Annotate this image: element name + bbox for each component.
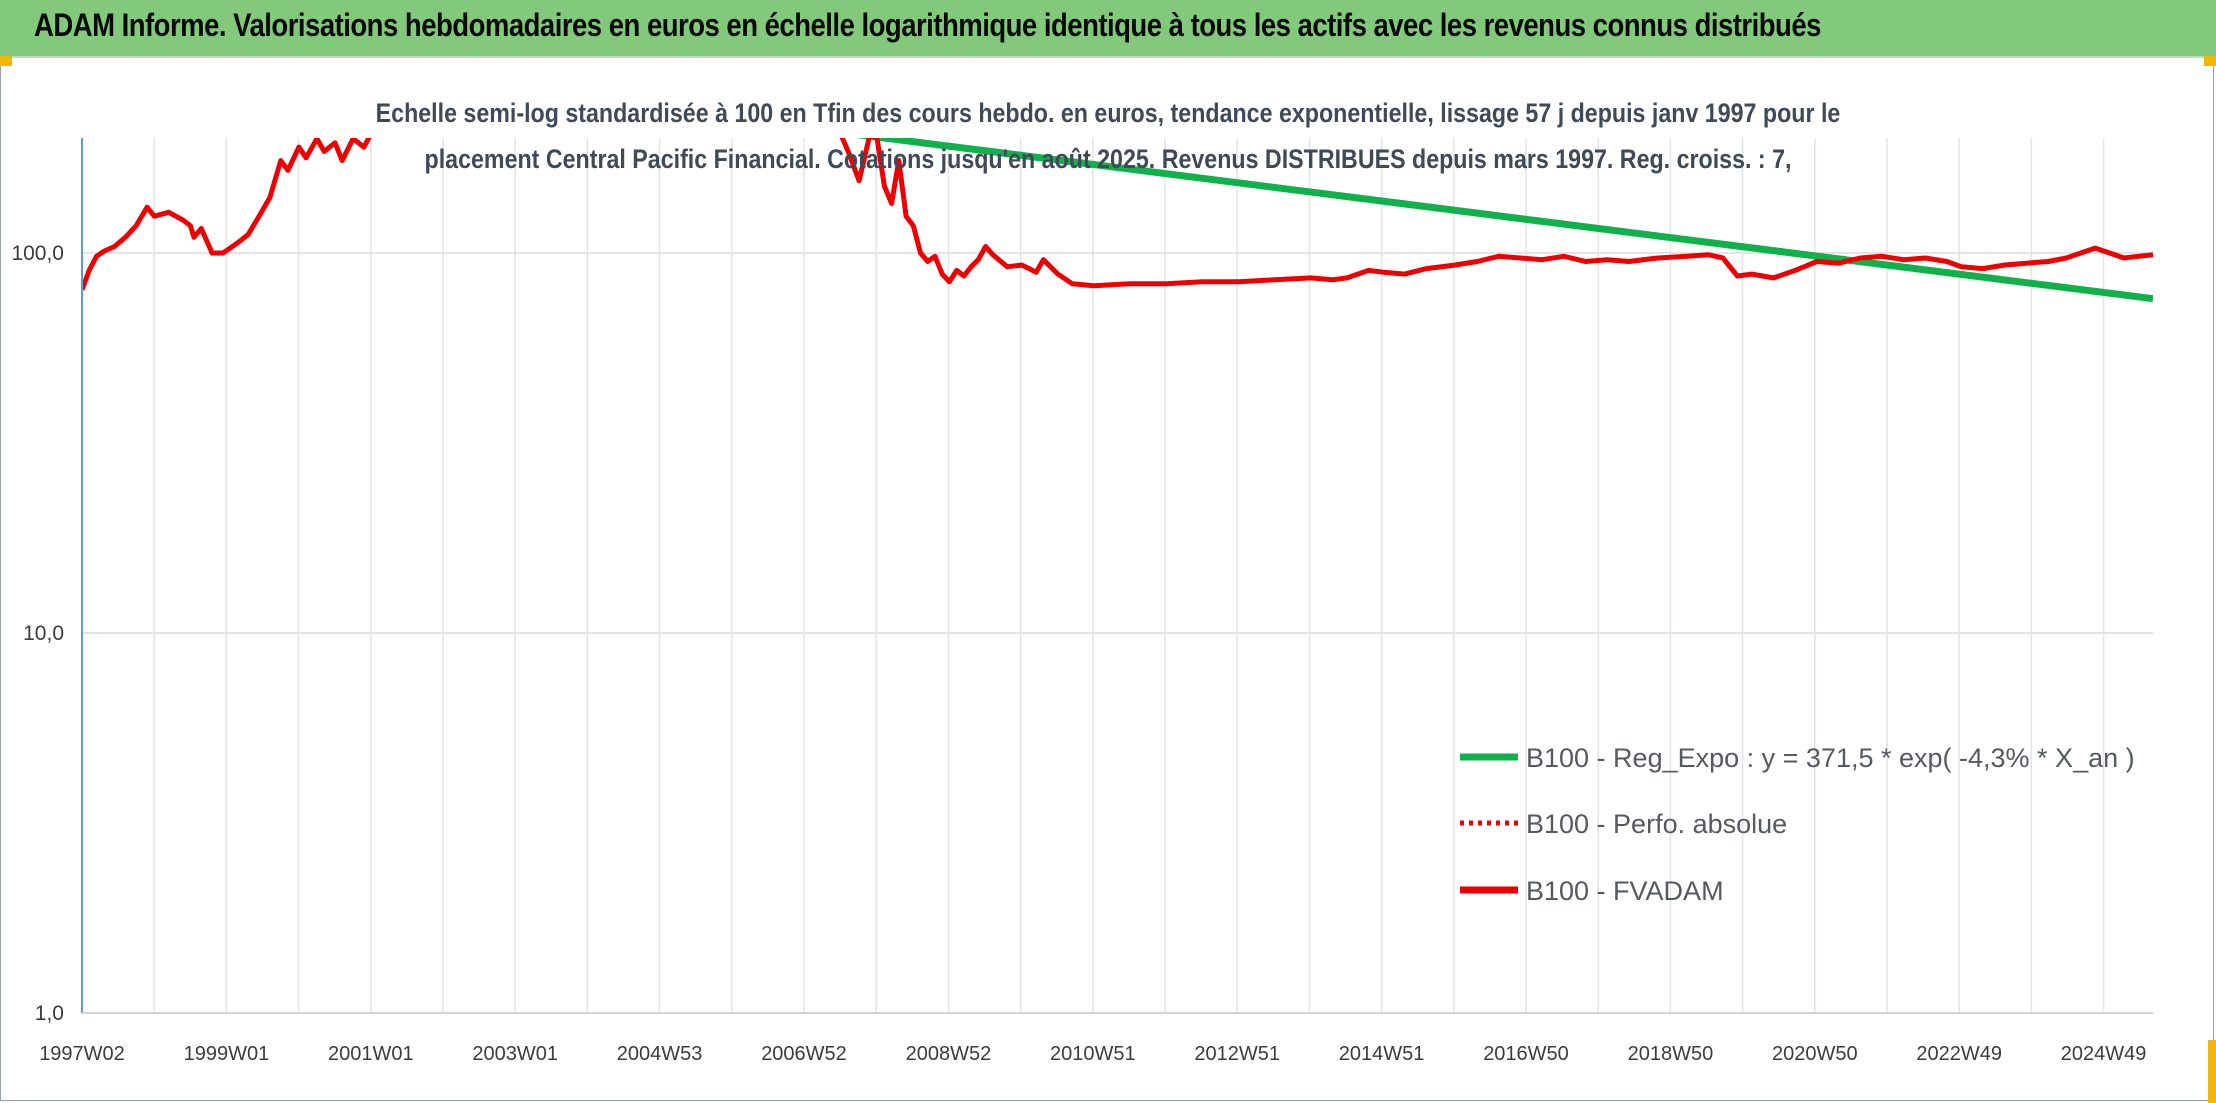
x-tick-label: 2016W50 — [1483, 1043, 1569, 1065]
y-tick-label: 1,0 — [35, 1002, 64, 1025]
x-tick-label: 2010W51 — [1050, 1043, 1136, 1065]
report-title: ADAM Informe. Valorisations hebdomadaire… — [34, 7, 1821, 43]
x-tick-label: 2012W51 — [1194, 1043, 1280, 1065]
x-tick-label: 2024W49 — [2061, 1043, 2147, 1065]
legend: B100 - Reg_Expo : y = 371,5 * exp( -4,3%… — [1460, 743, 2135, 906]
corner-marker-bottom-right — [2208, 1040, 2216, 1103]
fvadam-line-segment-2 — [839, 138, 2153, 289]
axis-layer: 1,0 10,0 100,0 1997W02 1999W01 2001W01 2003W01… — [11, 138, 2153, 1065]
x-tick-label: 2008W52 — [906, 1043, 992, 1065]
y-tick-label: 10,0 — [23, 622, 64, 645]
y-tick-label: 100,0 — [11, 242, 64, 265]
legend-label: B100 - FVADAM — [1526, 876, 1724, 906]
corner-marker-left — [0, 56, 12, 66]
x-tick-label: 2004W53 — [617, 1043, 703, 1065]
chart-subtitle-line-2: placement Central Pacific Financial. Cot… — [424, 144, 1792, 174]
trend-line — [856, 138, 2153, 303]
x-tick-label: 2014W51 — [1339, 1043, 1425, 1065]
x-tick-label: 1999W01 — [184, 1043, 270, 1065]
legend-label: B100 - Reg_Expo : y = 371,5 * exp( -4,3%… — [1526, 743, 2135, 773]
series-layer — [82, 138, 2153, 303]
header-banner: ADAM Informe. Valorisations hebdomadaire… — [0, 0, 2216, 58]
x-tick-label: 2018W50 — [1628, 1043, 1714, 1065]
fvadam-line-segment-1 — [82, 138, 372, 291]
corner-marker-right — [2204, 56, 2216, 66]
x-tick-label: 1997W02 — [39, 1043, 125, 1065]
legend-label: B100 - Perfo. absolue — [1526, 809, 1787, 839]
chart-subtitle-line-1: Echelle semi-log standardisée à 100 en T… — [375, 98, 1841, 128]
x-tick-label: 2003W01 — [472, 1043, 558, 1065]
x-tick-label: 2006W52 — [761, 1043, 847, 1065]
x-tick-label: 2001W01 — [328, 1043, 414, 1065]
x-tick-label: 2022W49 — [1916, 1043, 2002, 1065]
x-tick-label: 2020W50 — [1772, 1043, 1858, 1065]
grid-layer — [81, 138, 2153, 1014]
